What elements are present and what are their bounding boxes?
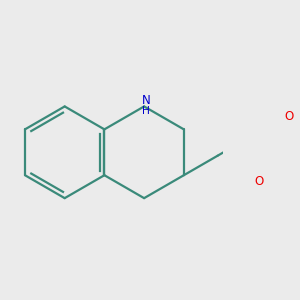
Text: O: O xyxy=(284,110,293,123)
Text: O: O xyxy=(254,175,264,188)
Text: N: N xyxy=(142,94,151,107)
Text: H: H xyxy=(142,106,150,116)
